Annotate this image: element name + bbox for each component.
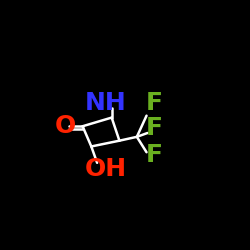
Text: F: F — [146, 143, 163, 167]
Text: NH: NH — [85, 91, 127, 115]
Text: OH: OH — [85, 156, 127, 180]
Text: F: F — [146, 116, 163, 140]
Text: F: F — [146, 91, 163, 115]
Text: O: O — [54, 114, 76, 138]
